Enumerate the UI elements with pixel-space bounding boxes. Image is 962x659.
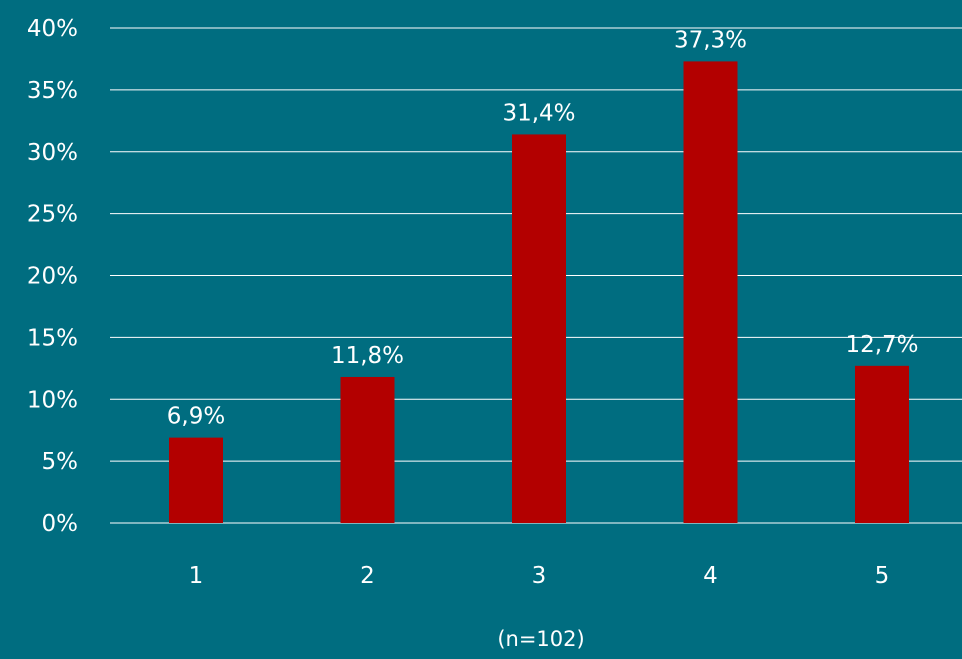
bar bbox=[340, 376, 395, 523]
y-tick-label: 25% bbox=[27, 202, 78, 228]
x-tick-label: 4 bbox=[703, 563, 718, 589]
data-label: 6,9% bbox=[167, 404, 225, 430]
x-axis-tick-labels: 1 2 3 4 5 bbox=[189, 563, 890, 589]
data-label: 31,4% bbox=[502, 100, 575, 126]
sample-size-note: (n=102) bbox=[497, 627, 585, 651]
y-tick-label: 5% bbox=[42, 449, 79, 475]
y-axis-tick-labels: 0% 5% 10% 15% 20% 25% 30% 35% 40% bbox=[27, 16, 78, 537]
bar bbox=[855, 365, 909, 523]
y-tick-label: 0% bbox=[42, 511, 79, 537]
bars bbox=[169, 61, 909, 524]
bar bbox=[512, 134, 566, 524]
data-label: 37,3% bbox=[674, 27, 747, 53]
bar bbox=[683, 61, 738, 523]
data-labels: 6,9% 11,8% 31,4% 37,3% 12,7% bbox=[167, 27, 919, 429]
y-tick-label: 30% bbox=[27, 140, 78, 166]
x-tick-label: 1 bbox=[189, 563, 204, 589]
bar bbox=[169, 437, 223, 523]
y-tick-label: 15% bbox=[27, 325, 78, 351]
x-tick-label: 3 bbox=[532, 563, 547, 589]
y-tick-label: 35% bbox=[27, 78, 78, 104]
y-tick-label: 20% bbox=[27, 264, 78, 290]
data-label: 11,8% bbox=[331, 343, 404, 369]
y-tick-label: 40% bbox=[27, 16, 78, 42]
x-tick-label: 2 bbox=[360, 563, 375, 589]
y-tick-label: 10% bbox=[27, 387, 78, 413]
data-label: 12,7% bbox=[845, 332, 918, 358]
x-tick-label: 5 bbox=[875, 563, 890, 589]
